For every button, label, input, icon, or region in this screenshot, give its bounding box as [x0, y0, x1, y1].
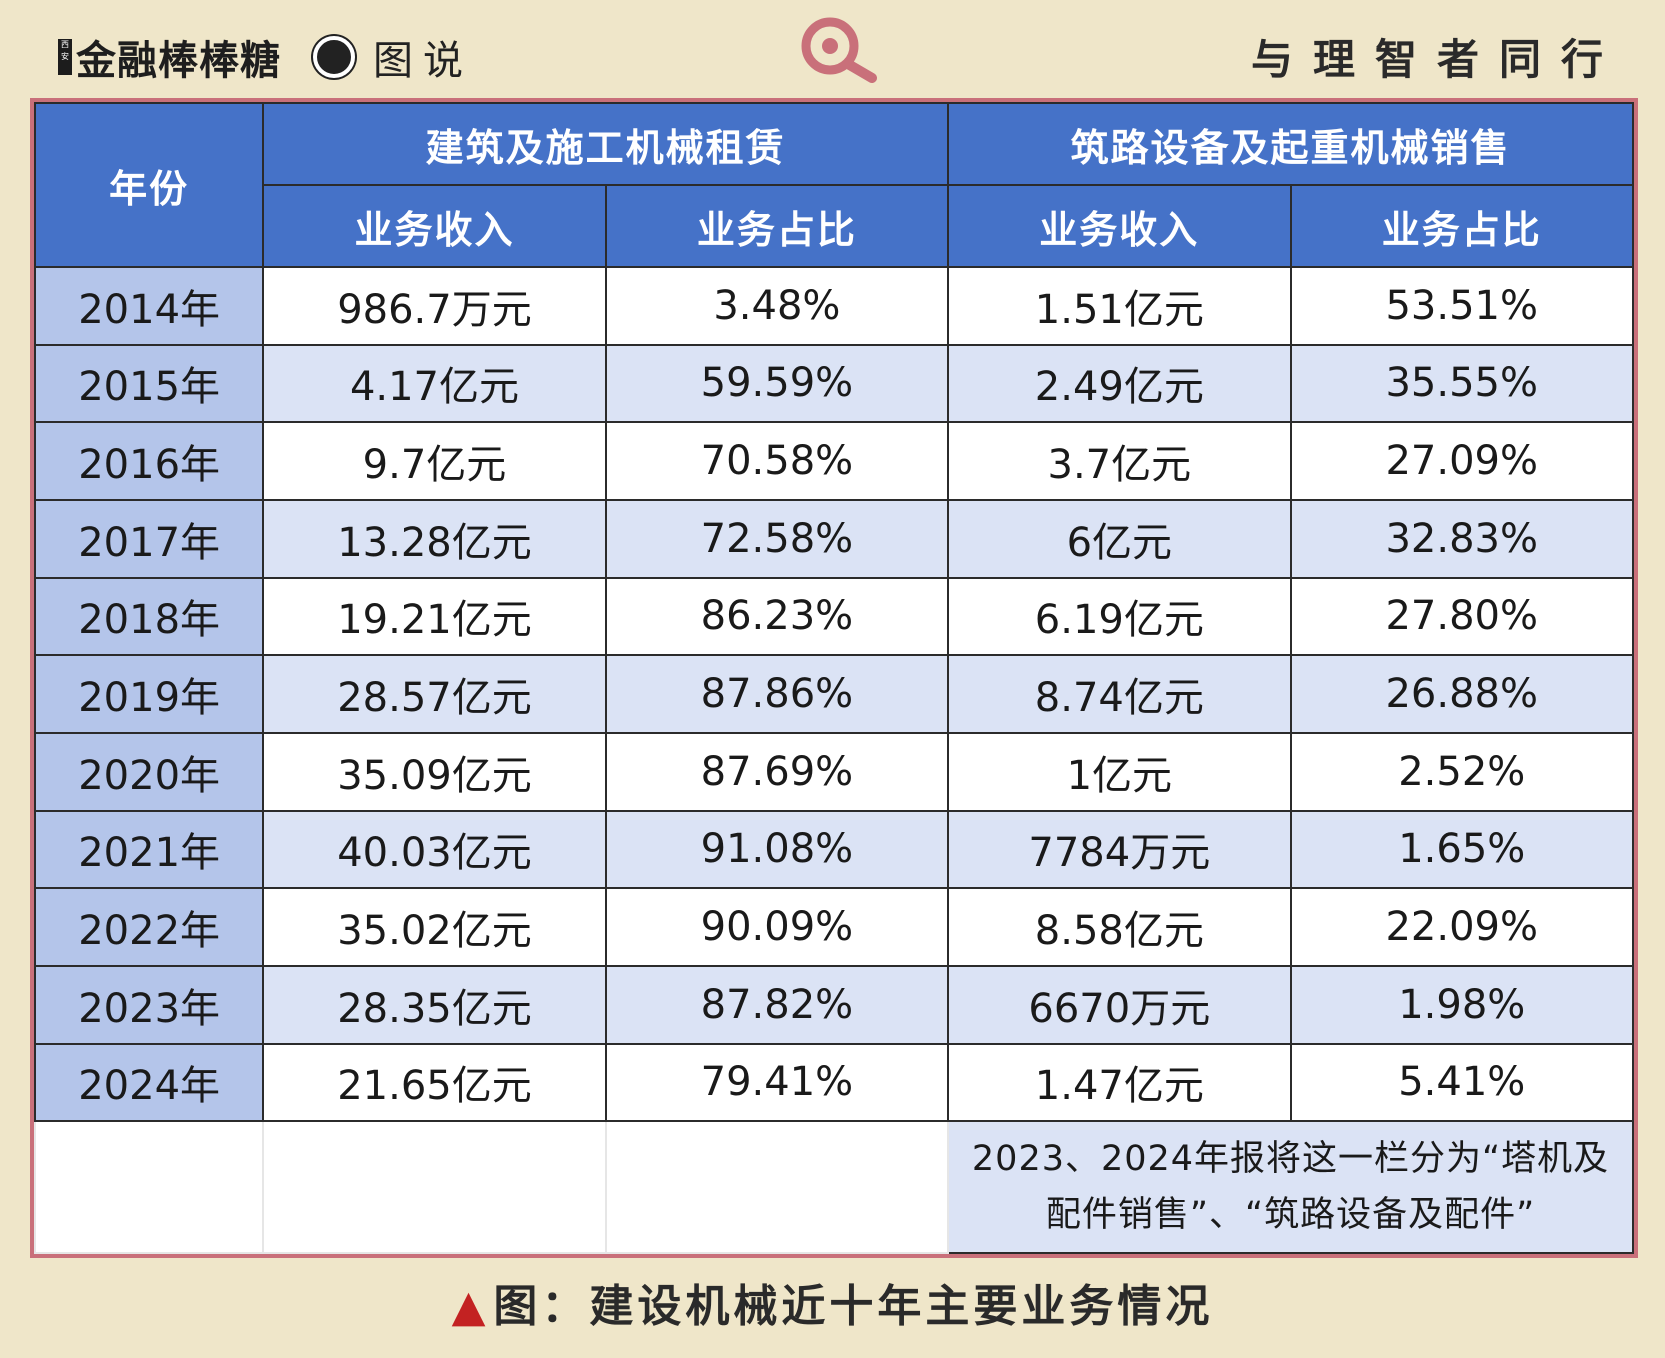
blank-cell: [262, 1120, 607, 1254]
year-cell: 2023年: [33, 964, 265, 1045]
g1-share-cell: 91.08%: [604, 809, 950, 890]
g2-revenue-cell: 6亿元: [947, 498, 1292, 579]
g2-share-cell: 2.52%: [1289, 731, 1635, 812]
year-cell: 2017年: [33, 498, 265, 579]
g2-share-cell: 1.65%: [1289, 809, 1635, 890]
g2-share-cell: 27.09%: [1289, 421, 1635, 501]
brand-mark: 西安: [58, 39, 72, 75]
g1-share-header: 业务占比: [604, 184, 950, 268]
business-table: 年份 建筑及施工机械租赁 筑路设备及起重机械销售 业务收入 业务占比 业务收入 …: [33, 102, 1635, 1254]
g1-revenue-cell: 21.65亿元: [262, 1042, 607, 1123]
year-cell: 2014年: [33, 266, 265, 346]
g1-share-cell: 87.82%: [604, 964, 950, 1045]
g2-revenue-cell: 1.47亿元: [947, 1042, 1292, 1123]
g1-revenue-cell: 40.03亿元: [262, 809, 607, 890]
brand: 西安 金融棒棒糖 图说: [58, 28, 473, 86]
g2-revenue-cell: 7784万元: [947, 809, 1292, 890]
year-header: 年份: [33, 102, 265, 268]
blank-cell: [604, 1120, 950, 1254]
g1-share-cell: 86.23%: [604, 576, 950, 657]
year-cell: 2022年: [33, 887, 265, 967]
slogan: 与理智者同行: [1250, 35, 1623, 84]
g2-revenue-header: 业务收入: [947, 184, 1292, 268]
g1-revenue-cell: 28.35亿元: [262, 964, 607, 1045]
g1-revenue-cell: 4.17亿元: [262, 343, 607, 424]
year-cell: 2020年: [33, 731, 265, 812]
g2-share-cell: 53.51%: [1289, 266, 1635, 346]
g2-revenue-cell: 3.7亿元: [947, 421, 1292, 501]
table-row: 2018年 19.21亿元 86.23% 6.19亿元 27.80%: [33, 576, 1635, 657]
g2-revenue-cell: 6670万元: [947, 964, 1292, 1045]
g2-revenue-cell: 8.74亿元: [947, 654, 1292, 734]
blank-cell: [33, 1120, 265, 1254]
g2-share-cell: 5.41%: [1289, 1042, 1635, 1123]
g1-revenue-cell: 28.57亿元: [262, 654, 607, 734]
search-magnifier-icon: [801, 17, 877, 83]
g1-share-cell: 59.59%: [604, 343, 950, 424]
g1-revenue-header: 业务收入: [262, 184, 607, 268]
g1-revenue-cell: 9.7亿元: [262, 421, 607, 501]
triangle-marker-icon: ▲: [451, 1281, 486, 1332]
table-row: 2023年 28.35亿元 87.82% 6670万元 1.98%: [33, 964, 1635, 1045]
g1-share-cell: 87.86%: [604, 654, 950, 734]
table-row: 2015年 4.17亿元 59.59% 2.49亿元 35.55%: [33, 343, 1635, 424]
g1-share-cell: 90.09%: [604, 887, 950, 967]
group1-header: 建筑及施工机械租赁: [262, 102, 950, 186]
g2-share-cell: 1.98%: [1289, 964, 1635, 1045]
year-cell: 2016年: [33, 421, 265, 501]
g2-share-cell: 32.83%: [1289, 498, 1635, 579]
g2-share-header: 业务占比: [1289, 184, 1635, 268]
g1-share-cell: 72.58%: [604, 498, 950, 579]
table-row: 2017年 13.28亿元 72.58% 6亿元 32.83%: [33, 498, 1635, 579]
g2-revenue-cell: 1亿元: [947, 731, 1292, 812]
tag-label: 图说: [373, 38, 473, 84]
record-dot-icon: [313, 36, 355, 78]
table-row: 2019年 28.57亿元 87.86% 8.74亿元 26.88%: [33, 654, 1635, 734]
group2-header: 筑路设备及起重机械销售: [947, 102, 1634, 186]
table-frame: 年份 建筑及施工机械租赁 筑路设备及起重机械销售 业务收入 业务占比 业务收入 …: [30, 98, 1638, 1258]
g2-share-cell: 26.88%: [1289, 654, 1635, 734]
year-cell: 2021年: [33, 809, 265, 890]
year-cell: 2018年: [33, 576, 265, 657]
table-body: 2014年 986.7万元 3.48% 1.51亿元 53.51% 2015年 4.17亿元…: [33, 266, 1635, 1254]
table-row: 2014年 986.7万元 3.48% 1.51亿元 53.51%: [33, 266, 1635, 346]
year-cell: 2019年: [33, 654, 265, 734]
year-cell: 2024年: [33, 1042, 265, 1123]
g2-share-cell: 22.09%: [1289, 887, 1635, 967]
header: 西安 金融棒棒糖 图说 与理智者同行: [0, 0, 1665, 98]
table-row: 2020年 35.09亿元 87.69% 1亿元 2.52%: [33, 731, 1635, 812]
caption-text: 图：建设机械近十年主要业务情况: [493, 1281, 1214, 1332]
g2-revenue-cell: 1.51亿元: [947, 266, 1292, 346]
g2-revenue-cell: 2.49亿元: [947, 343, 1292, 424]
table-row: 2021年 40.03亿元 91.08% 7784万元 1.65%: [33, 809, 1635, 890]
table-row: 2022年 35.02亿元 90.09% 8.58亿元 22.09%: [33, 887, 1635, 967]
brand-name: 金融棒棒糖: [76, 38, 281, 84]
caption: ▲ 图：建设机械近十年主要业务情况: [0, 1270, 1665, 1334]
g1-revenue-cell: 13.28亿元: [262, 498, 607, 579]
g2-revenue-cell: 8.58亿元: [947, 887, 1292, 967]
g2-share-cell: 35.55%: [1289, 343, 1635, 424]
g1-share-cell: 79.41%: [604, 1042, 950, 1123]
g1-share-cell: 3.48%: [604, 266, 950, 346]
g1-revenue-cell: 35.02亿元: [262, 887, 607, 967]
note-cell: 2023、2024年报将这一栏分为“塔机及配件销售”、“筑路设备及配件”: [947, 1120, 1634, 1254]
g2-revenue-cell: 6.19亿元: [947, 576, 1292, 657]
g1-revenue-cell: 19.21亿元: [262, 576, 607, 657]
g1-revenue-cell: 986.7万元: [262, 266, 607, 346]
g1-revenue-cell: 35.09亿元: [262, 731, 607, 812]
g1-share-cell: 87.69%: [604, 731, 950, 812]
note-row: 2023、2024年报将这一栏分为“塔机及配件销售”、“筑路设备及配件”: [33, 1120, 1634, 1254]
g1-share-cell: 70.58%: [604, 421, 950, 501]
g2-share-cell: 27.80%: [1289, 576, 1635, 657]
year-cell: 2015年: [33, 343, 265, 424]
table-row: 2016年 9.7亿元 70.58% 3.7亿元 27.09%: [33, 421, 1635, 501]
table-row: 2024年 21.65亿元 79.41% 1.47亿元 5.41%: [33, 1042, 1635, 1123]
